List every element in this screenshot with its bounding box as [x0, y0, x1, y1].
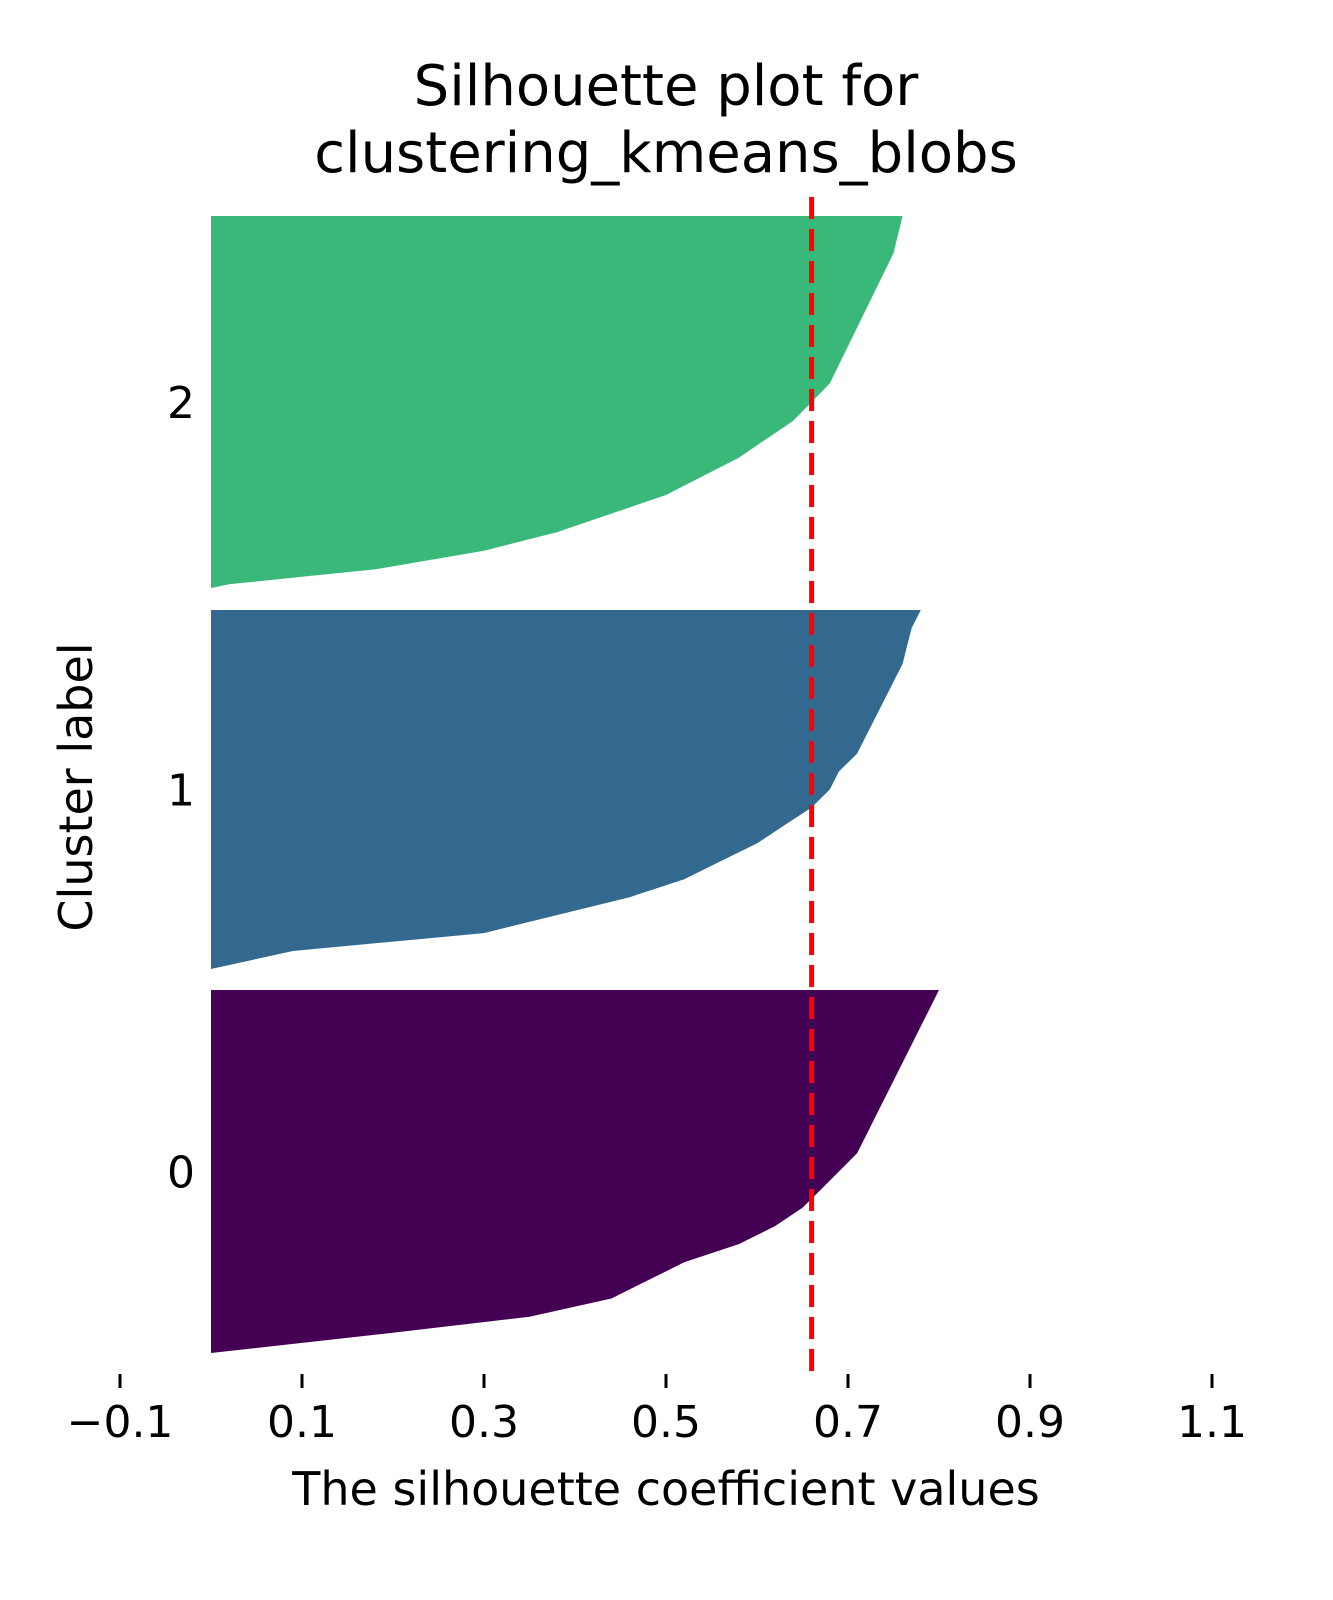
cluster-tick-labels: 0 1 2: [167, 378, 195, 1199]
x-axis: −0.1 0.1 0.3 0.5 0.7 0.9 1.1: [67, 1374, 1247, 1448]
cluster-0-area: [211, 990, 939, 1353]
x-tick-label-3: 0.5: [631, 1397, 701, 1448]
cluster-1-area: [211, 610, 921, 969]
cluster-2-area: [211, 216, 903, 588]
cluster-label-2: 2: [167, 378, 195, 429]
x-tick-label-6: 1.1: [1177, 1397, 1247, 1448]
x-tick-label-5: 0.9: [995, 1397, 1065, 1448]
cluster-areas: [211, 216, 939, 1353]
cluster-label-0: 0: [167, 1148, 195, 1199]
chart-title-line-2: clustering_kmeans_blobs: [314, 121, 1018, 186]
chart-title-line-1: Silhouette plot for: [414, 54, 920, 119]
x-tick-label-4: 0.7: [813, 1397, 883, 1448]
x-tick-label-0: −0.1: [67, 1397, 174, 1448]
x-axis-label: The silhouette coefficient values: [291, 1462, 1039, 1516]
y-axis-label: Cluster label: [49, 642, 103, 931]
x-tick-label-1: 0.1: [267, 1397, 337, 1448]
x-tick-label-2: 0.3: [449, 1397, 519, 1448]
cluster-label-1: 1: [167, 766, 195, 817]
